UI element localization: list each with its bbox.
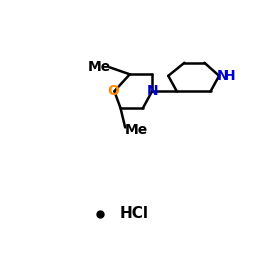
Text: O: O <box>108 84 119 98</box>
Text: Me: Me <box>124 123 148 137</box>
Text: N: N <box>217 69 229 83</box>
Text: N: N <box>146 84 158 98</box>
Text: HCl: HCl <box>120 206 149 221</box>
Text: H: H <box>223 69 235 83</box>
Text: Me: Me <box>87 60 111 74</box>
